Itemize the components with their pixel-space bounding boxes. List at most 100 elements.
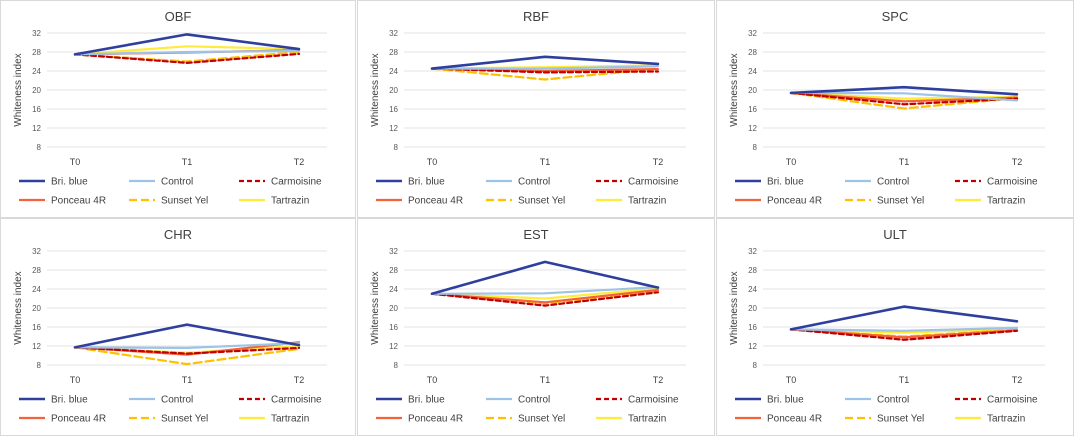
legend-label: Tartrazin [271,196,309,207]
x-tick-label: T2 [653,375,664,385]
legend-label: Bri. blue [767,177,804,188]
y-tick-label: 20 [32,304,41,313]
y-tick-label: 16 [748,105,757,114]
y-axis-label: Whiteness index [729,271,740,344]
series-line-carmoisine [73,52,301,65]
y-tick-label: 32 [389,247,398,256]
series-line-carmoisine [789,91,1019,106]
series-line-control [789,91,1019,102]
y-tick-label: 8 [753,361,758,370]
y-tick-label: 16 [32,105,41,114]
series-line-sunset-yel [73,346,301,366]
legend-label: Ponceau 4R [51,196,106,207]
y-axis-label: Whiteness index [370,53,381,126]
y-tick-label: 24 [389,67,398,76]
y-tick-label: 20 [748,86,757,95]
y-tick-label: 16 [748,323,757,332]
legend-label: Control [518,395,550,406]
y-tick-label: 12 [32,124,41,133]
legend-label: Ponceau 4R [408,414,463,425]
y-axis-label: Whiteness index [370,271,381,344]
legend-label: Carmoisine [987,177,1038,188]
y-axis-label: Whiteness index [729,53,740,126]
x-tick-label: T2 [294,157,305,167]
series-line-carmoisine [789,328,1019,341]
series-line-ponceau-4r [430,288,660,304]
legend-label: Control [161,395,193,406]
chart-svg: RBF 8 12 16 20 24 28 32 Whiteness index T0 T1 T2 Bri… [370,9,686,207]
y-tick-label: 28 [32,48,41,57]
y-tick-label: 16 [32,323,41,332]
y-tick-label: 12 [389,124,398,133]
legend-label: Control [877,177,909,188]
y-tick-label: 24 [389,285,398,294]
series-line-carmoisine [430,291,660,307]
legend-label: Carmoisine [987,395,1038,406]
y-tick-label: 12 [748,124,757,133]
chart-panel-est: EST 8 12 16 20 24 28 32 Whiteness index T0 T1 T2 Bri… [357,218,715,436]
legend-label: Tartrazin [628,196,666,207]
legend-label: Sunset Yel [877,414,924,425]
x-tick-label: T0 [70,375,81,385]
x-tick-label: T1 [182,157,193,167]
y-tick-label: 28 [32,266,41,275]
chart-panel-rbf: RBF 8 12 16 20 24 28 32 Whiteness index T0 T1 T2 Bri… [357,0,715,218]
chart-panel-spc: SPC 8 12 16 20 24 28 32 Whiteness index T0 T1 T2 Bri… [716,0,1074,218]
y-tick-label: 12 [748,342,757,351]
legend-label: Ponceau 4R [767,414,822,425]
chart-title: SPC [882,9,909,24]
x-tick-label: T2 [653,157,664,167]
x-tick-label: T0 [427,375,438,385]
y-tick-label: 16 [389,323,398,332]
x-tick-label: T0 [427,157,438,167]
chart-svg: EST 8 12 16 20 24 28 32 Whiteness index T0 T1 T2 Bri… [370,227,686,425]
series-line-control [430,285,660,295]
y-tick-label: 28 [748,266,757,275]
y-tick-label: 8 [394,361,399,370]
y-tick-label: 20 [748,304,757,313]
series-line-control [430,65,660,70]
series-line-control [73,49,301,56]
y-tick-label: 8 [37,143,42,152]
series-line-bri-blue [430,55,660,70]
x-tick-label: T1 [899,375,910,385]
series-line-carmoisine [430,67,660,74]
series-line-tartrazin [73,45,301,56]
y-axis-label: Whiteness index [13,271,24,344]
chart-panel-obf: OBF 8 12 16 20 24 28 32 Whiteness index T0 T1 T2 Bri… [0,0,356,218]
legend-label: Control [161,177,193,188]
y-tick-label: 24 [32,285,41,294]
x-tick-label: T1 [182,375,193,385]
series-line-sunset-yel [430,67,660,81]
series-line-control [789,326,1019,332]
legend-label: Bri. blue [51,395,88,406]
legend-label: Bri. blue [51,177,88,188]
legend-label: Control [877,395,909,406]
legend-label: Carmoisine [628,395,679,406]
chart-svg: OBF 8 12 16 20 24 28 32 Whiteness index T0 T1 T2 Bri… [13,9,327,207]
y-tick-label: 20 [389,304,398,313]
x-tick-label: T1 [540,375,551,385]
y-tick-label: 24 [32,67,41,76]
series-line-carmoisine [73,346,301,355]
y-tick-label: 32 [32,29,41,38]
legend-label: Bri. blue [408,177,445,188]
chart-panel-chr: CHR 8 12 16 20 24 28 32 Whiteness index T0 T1 T2 Bri… [0,218,356,436]
legend-label: Tartrazin [271,414,309,425]
y-tick-label: 8 [37,361,42,370]
legend-label: Carmoisine [271,395,322,406]
legend-label: Carmoisine [628,177,679,188]
y-tick-label: 24 [748,285,757,294]
y-tick-label: 32 [748,29,757,38]
y-tick-label: 28 [748,48,757,57]
x-tick-label: T0 [70,157,81,167]
x-tick-label: T0 [786,157,797,167]
y-axis-label: Whiteness index [13,53,24,126]
legend-label: Tartrazin [628,414,666,425]
chart-panel-ult: ULT 8 12 16 20 24 28 32 Whiteness index T0 T1 T2 Bri… [716,218,1074,436]
series-line-bri-blue [789,85,1019,96]
chart-title: EST [523,227,548,242]
y-tick-label: 32 [389,29,398,38]
chart-title: OBF [165,9,192,24]
